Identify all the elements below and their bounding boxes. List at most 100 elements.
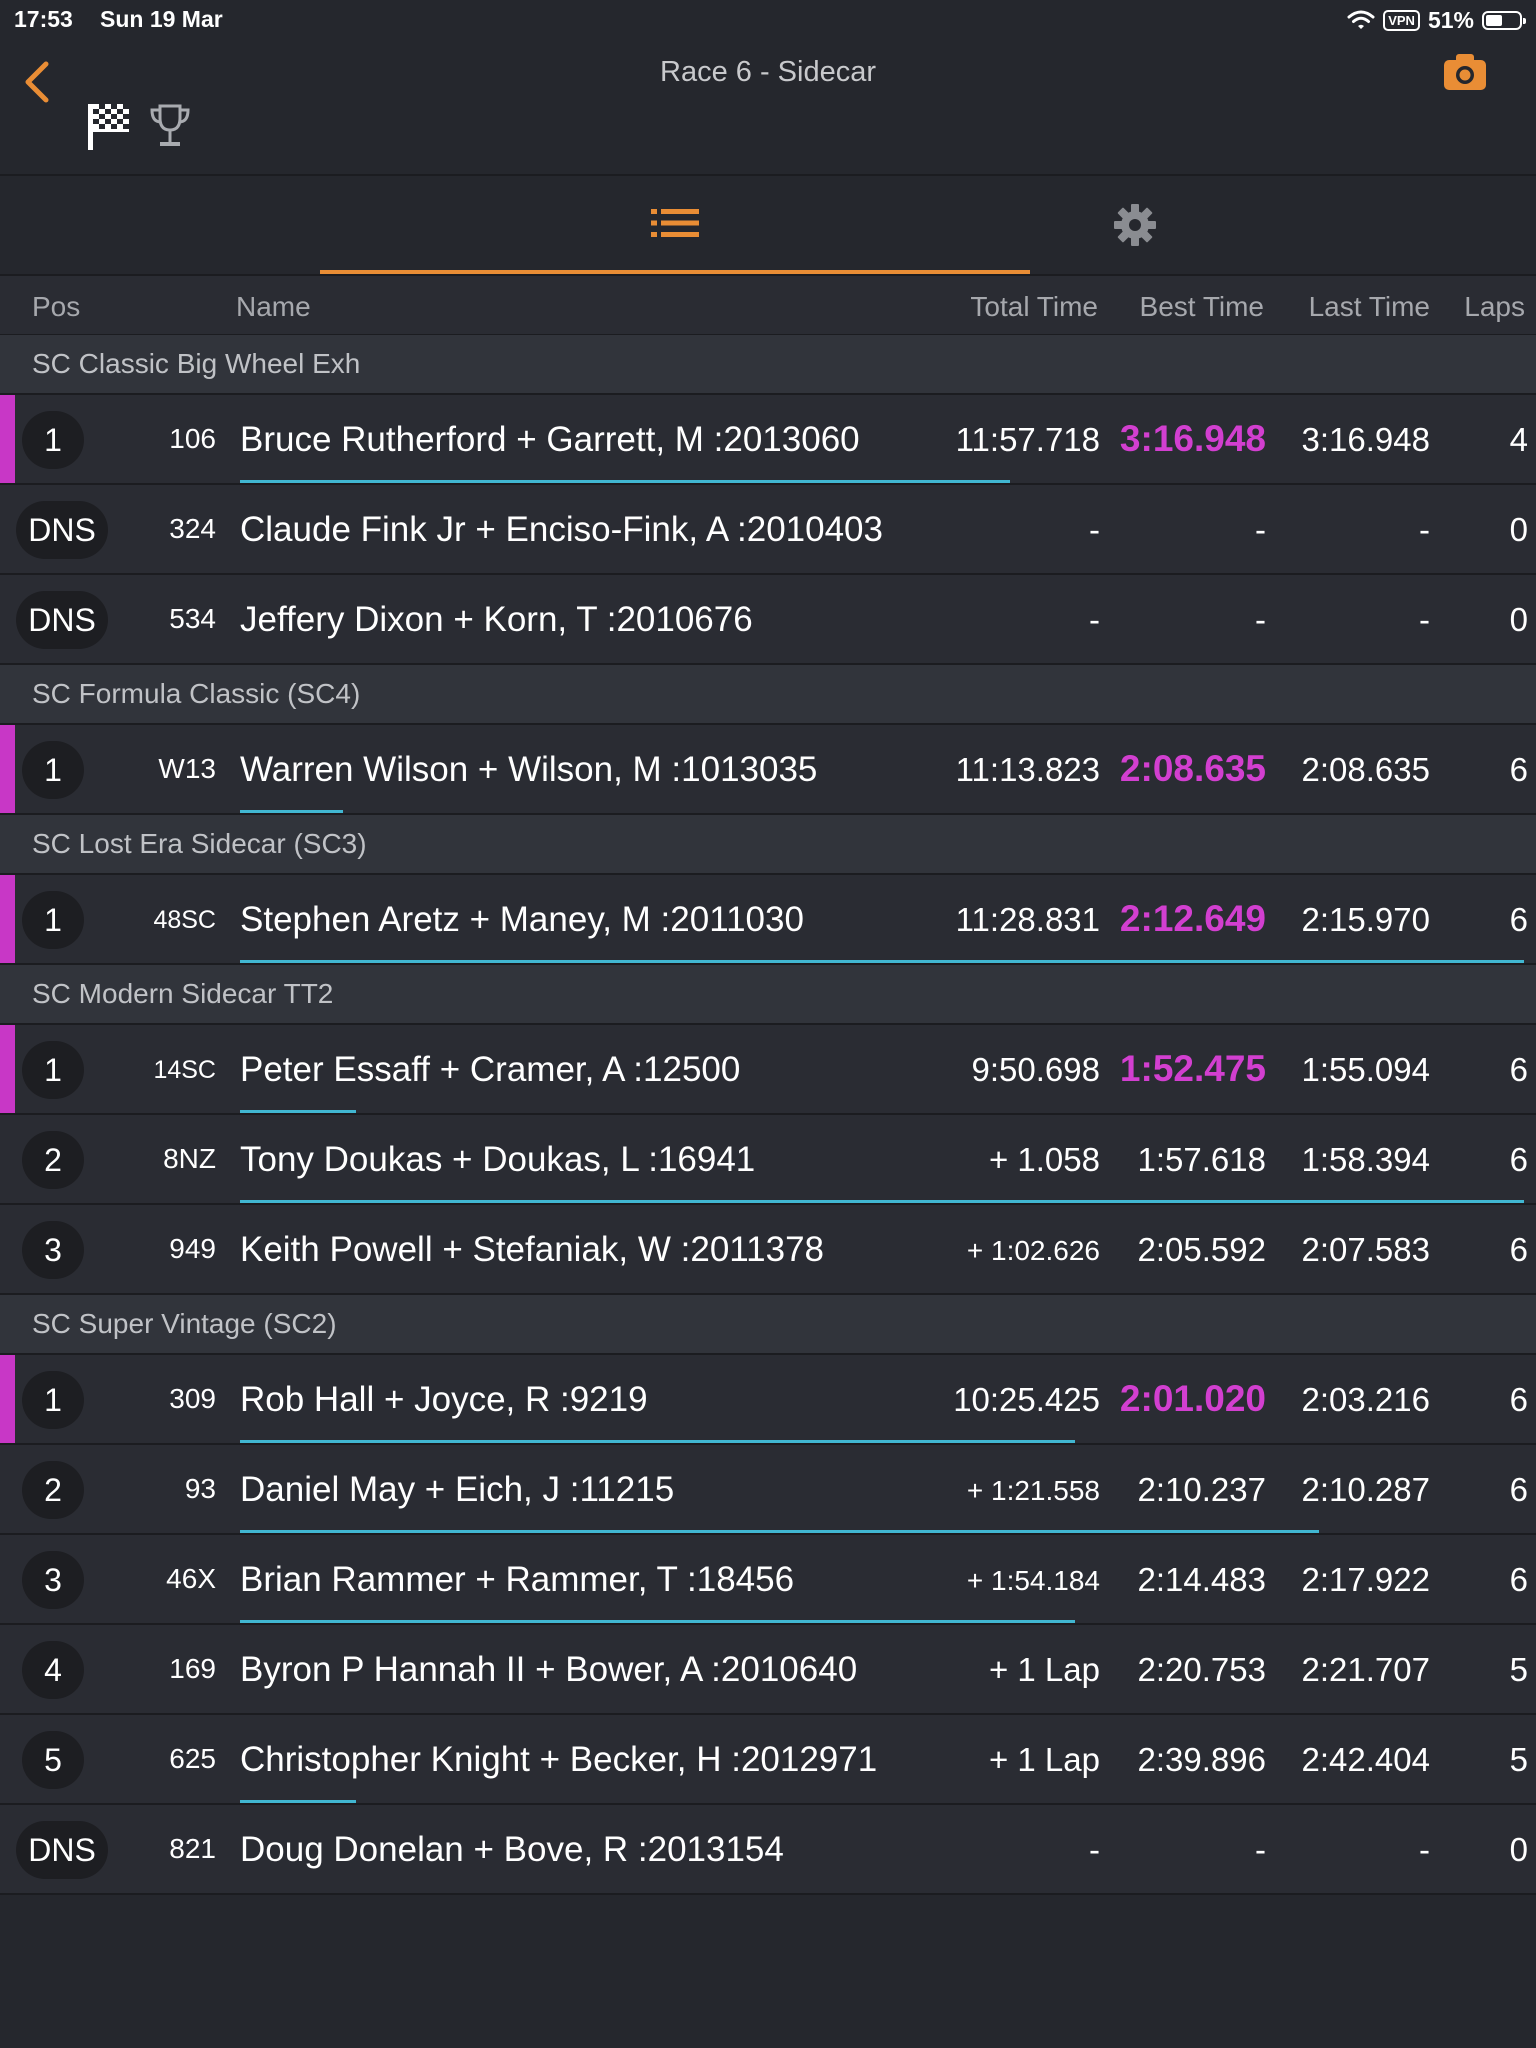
class-name: SC Super Vintage (SC2) [32, 1308, 337, 1339]
last-time: - [1419, 1831, 1430, 1868]
last-time: 2:17.922 [1301, 1561, 1430, 1598]
best-time: 2:10.237 [1137, 1471, 1266, 1508]
progress-track [240, 810, 1524, 813]
status-indicators: VPN 51% [1347, 6, 1526, 34]
table-row[interactable]: 2 93 Daniel May + Eich, J :11215 + 1:21.558… [0, 1445, 1536, 1535]
rider-name: Bruce Rutherford + Garrett, M :2013060 [240, 420, 860, 459]
class-header: SC Modern Sidecar TT2 [0, 965, 1536, 1025]
class-name: SC Formula Classic (SC4) [32, 678, 361, 709]
lap-count: 6 [1509, 1561, 1528, 1598]
race-number: 48SC [153, 906, 216, 934]
progress-bar [240, 1620, 1075, 1623]
table-row[interactable]: 1 309 Rob Hall + Joyce, R :9219 10:25.425 2:… [0, 1355, 1536, 1445]
table-row[interactable]: DNS 324 Claude Fink Jr + Enciso-Fink, A :2… [0, 485, 1536, 575]
chevron-left-icon[interactable] [18, 58, 58, 108]
rider-name: Daniel May + Eich, J :11215 [240, 1470, 675, 1509]
tab-results-list[interactable] [320, 176, 1030, 274]
table-row[interactable]: 3 46X Brian Rammer + Rammer, T :18456 + 1:5… [0, 1535, 1536, 1625]
progress-track [240, 1200, 1524, 1203]
status-bar: 17:53 Sun 19 Mar VPN 51% [0, 0, 1536, 40]
class-name: SC Lost Era Sidecar (SC3) [32, 828, 367, 859]
lap-count: 6 [1509, 901, 1528, 938]
battery-fill [1486, 14, 1502, 26]
race-number: 309 [169, 1383, 216, 1414]
gear-icon [1114, 204, 1156, 246]
camera-icon[interactable] [1442, 52, 1488, 92]
table-row[interactable]: 1 106 Bruce Rutherford + Garrett, M :20130… [0, 395, 1536, 485]
progress-track [240, 1800, 1524, 1803]
rider-name: Keith Powell + Stefaniak, W :2011378 [240, 1230, 825, 1269]
table-row[interactable]: 1 W13 Warren Wilson + Wilson, M :1013035 11… [0, 725, 1536, 815]
race-number: 169 [169, 1653, 216, 1684]
vpn-badge: VPN [1383, 9, 1420, 31]
class-header: SC Classic Big Wheel Exh [0, 335, 1536, 395]
progress-track [240, 960, 1524, 963]
battery-percent: 51% [1427, 6, 1474, 33]
position-badge: 3 [22, 1221, 84, 1279]
wifi-icon [1347, 10, 1375, 29]
class-header: SC Formula Classic (SC4) [0, 665, 1536, 725]
race-number: 93 [184, 1473, 216, 1504]
rider-name: Rob Hall + Joyce, R :9219 [240, 1380, 648, 1419]
best-time: 2:01.020 [1119, 1378, 1266, 1419]
race-number: 46X [166, 1563, 216, 1594]
race-number: 949 [169, 1233, 216, 1264]
total-time: 9:50.698 [971, 1051, 1100, 1088]
last-time: 2:10.287 [1301, 1471, 1430, 1508]
rider-name: Doug Donelan + Bove, R :2013154 [240, 1830, 784, 1869]
total-time: 11:13.823 [955, 751, 1100, 788]
best-time: - [1255, 601, 1266, 638]
lap-count: 6 [1509, 1141, 1528, 1178]
lap-count: 0 [1509, 1831, 1528, 1868]
progress-bar [240, 1800, 356, 1803]
rider-name: Brian Rammer + Rammer, T :18456 [240, 1560, 795, 1599]
lap-count: 6 [1509, 1471, 1528, 1508]
checkered-flag-icon[interactable] [86, 100, 132, 152]
progress-track [240, 1530, 1524, 1533]
race-number: 8NZ [163, 1143, 216, 1174]
total-time: + 1 Lap [988, 1741, 1100, 1778]
total-time: 11:28.831 [955, 901, 1100, 938]
trophy-icon[interactable] [148, 102, 192, 150]
progress-bar [240, 1530, 1319, 1533]
best-time: 1:57.618 [1137, 1141, 1266, 1178]
table-row[interactable]: 1 14SC Peter Essaff + Cramer, A :12500 9:50… [0, 1025, 1536, 1115]
table-row[interactable]: DNS 821 Doug Donelan + Bove, R :2013154 - - -… [0, 1805, 1536, 1895]
last-time: 2:07.583 [1301, 1231, 1430, 1268]
table-row[interactable]: 2 8NZ Tony Doukas + Doukas, L :16941 + 1.05… [0, 1115, 1536, 1205]
progress-bar [240, 960, 1524, 963]
table-row[interactable]: 1 48SC Stephen Aretz + Maney, M :2011030 11… [0, 875, 1536, 965]
column-laps[interactable]: Laps [1464, 291, 1525, 322]
total-time: - [1089, 601, 1100, 638]
column-total-time[interactable]: Total Time [970, 291, 1098, 322]
lap-count: 0 [1509, 601, 1528, 638]
progress-bar [240, 480, 1011, 483]
race-number: 106 [169, 423, 216, 454]
last-time: 1:55.094 [1301, 1051, 1430, 1088]
total-time: + 1:02.626 [966, 1235, 1100, 1266]
column-name[interactable]: Name [236, 291, 311, 322]
race-number: 324 [169, 513, 216, 544]
tab-settings[interactable] [1030, 176, 1240, 274]
progress-bar [240, 1440, 1075, 1443]
column-pos[interactable]: Pos [32, 291, 81, 322]
progress-bar [240, 810, 343, 813]
position-badge: 4 [22, 1641, 84, 1699]
lap-count: 6 [1509, 751, 1528, 788]
table-row[interactable]: DNS 534 Jeffery Dixon + Korn, T :2010676 - -… [0, 575, 1536, 665]
position-badge: 1 [22, 1371, 84, 1429]
position-badge: 1 [22, 891, 84, 949]
progress-track [240, 480, 1524, 483]
column-last-time[interactable]: Last Time [1308, 291, 1430, 322]
status-time: 17:53 [14, 6, 73, 32]
status-date: Sun 19 Mar [100, 6, 223, 32]
table-row[interactable]: 4 169 Byron P Hannah II + Bower, A :201064… [0, 1625, 1536, 1715]
column-best-time[interactable]: Best Time [1139, 291, 1264, 322]
best-time: 1:52.475 [1119, 1048, 1266, 1089]
total-time: 11:57.718 [955, 421, 1100, 458]
lap-count: 0 [1509, 511, 1528, 548]
table-row[interactable]: 5 625 Christopher Knight + Becker, H :2012… [0, 1715, 1536, 1805]
table-row[interactable]: 3 949 Keith Powell + Stefaniak, W :2011378… [0, 1205, 1536, 1295]
page-title: Race 6 - Sidecar [660, 56, 876, 88]
class-header: SC Lost Era Sidecar (SC3) [0, 815, 1536, 875]
